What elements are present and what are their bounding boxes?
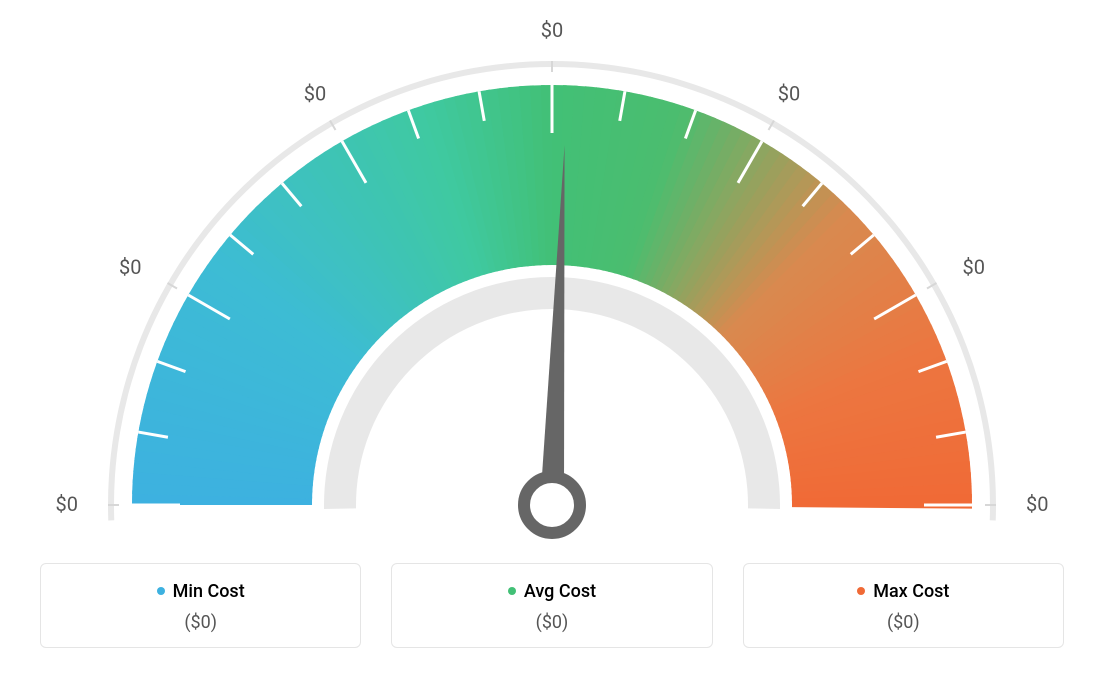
legend-label-min: Min Cost [173, 581, 245, 602]
gauge-chart: $0 $0 $0 $0 $0 $0 $0 [0, 0, 1104, 555]
legend-title-min: Min Cost [157, 581, 245, 602]
legend-label-max: Max Cost [873, 581, 949, 602]
legend-card-avg: Avg Cost ($0) [391, 563, 712, 648]
svg-text:$0: $0 [119, 255, 141, 279]
svg-text:$0: $0 [56, 492, 78, 516]
legend-label-avg: Avg Cost [524, 581, 596, 602]
svg-text:$0: $0 [304, 82, 326, 106]
legend-title-avg: Avg Cost [508, 581, 596, 602]
legend-dot-avg [508, 587, 516, 595]
svg-text:$0: $0 [541, 18, 563, 42]
legend-card-max: Max Cost ($0) [743, 563, 1064, 648]
legend-title-max: Max Cost [857, 581, 949, 602]
svg-text:$0: $0 [1026, 492, 1048, 516]
legend-row: Min Cost ($0) Avg Cost ($0) Max Cost ($0… [0, 555, 1104, 648]
legend-card-min: Min Cost ($0) [40, 563, 361, 648]
legend-value-avg: ($0) [392, 612, 711, 633]
legend-value-min: ($0) [41, 612, 360, 633]
svg-text:$0: $0 [962, 255, 984, 279]
gauge-svg: $0 $0 $0 $0 $0 $0 $0 [22, 5, 1082, 550]
legend-dot-min [157, 587, 165, 595]
svg-text:$0: $0 [778, 82, 800, 106]
legend-value-max: ($0) [744, 612, 1063, 633]
legend-dot-max [857, 587, 865, 595]
